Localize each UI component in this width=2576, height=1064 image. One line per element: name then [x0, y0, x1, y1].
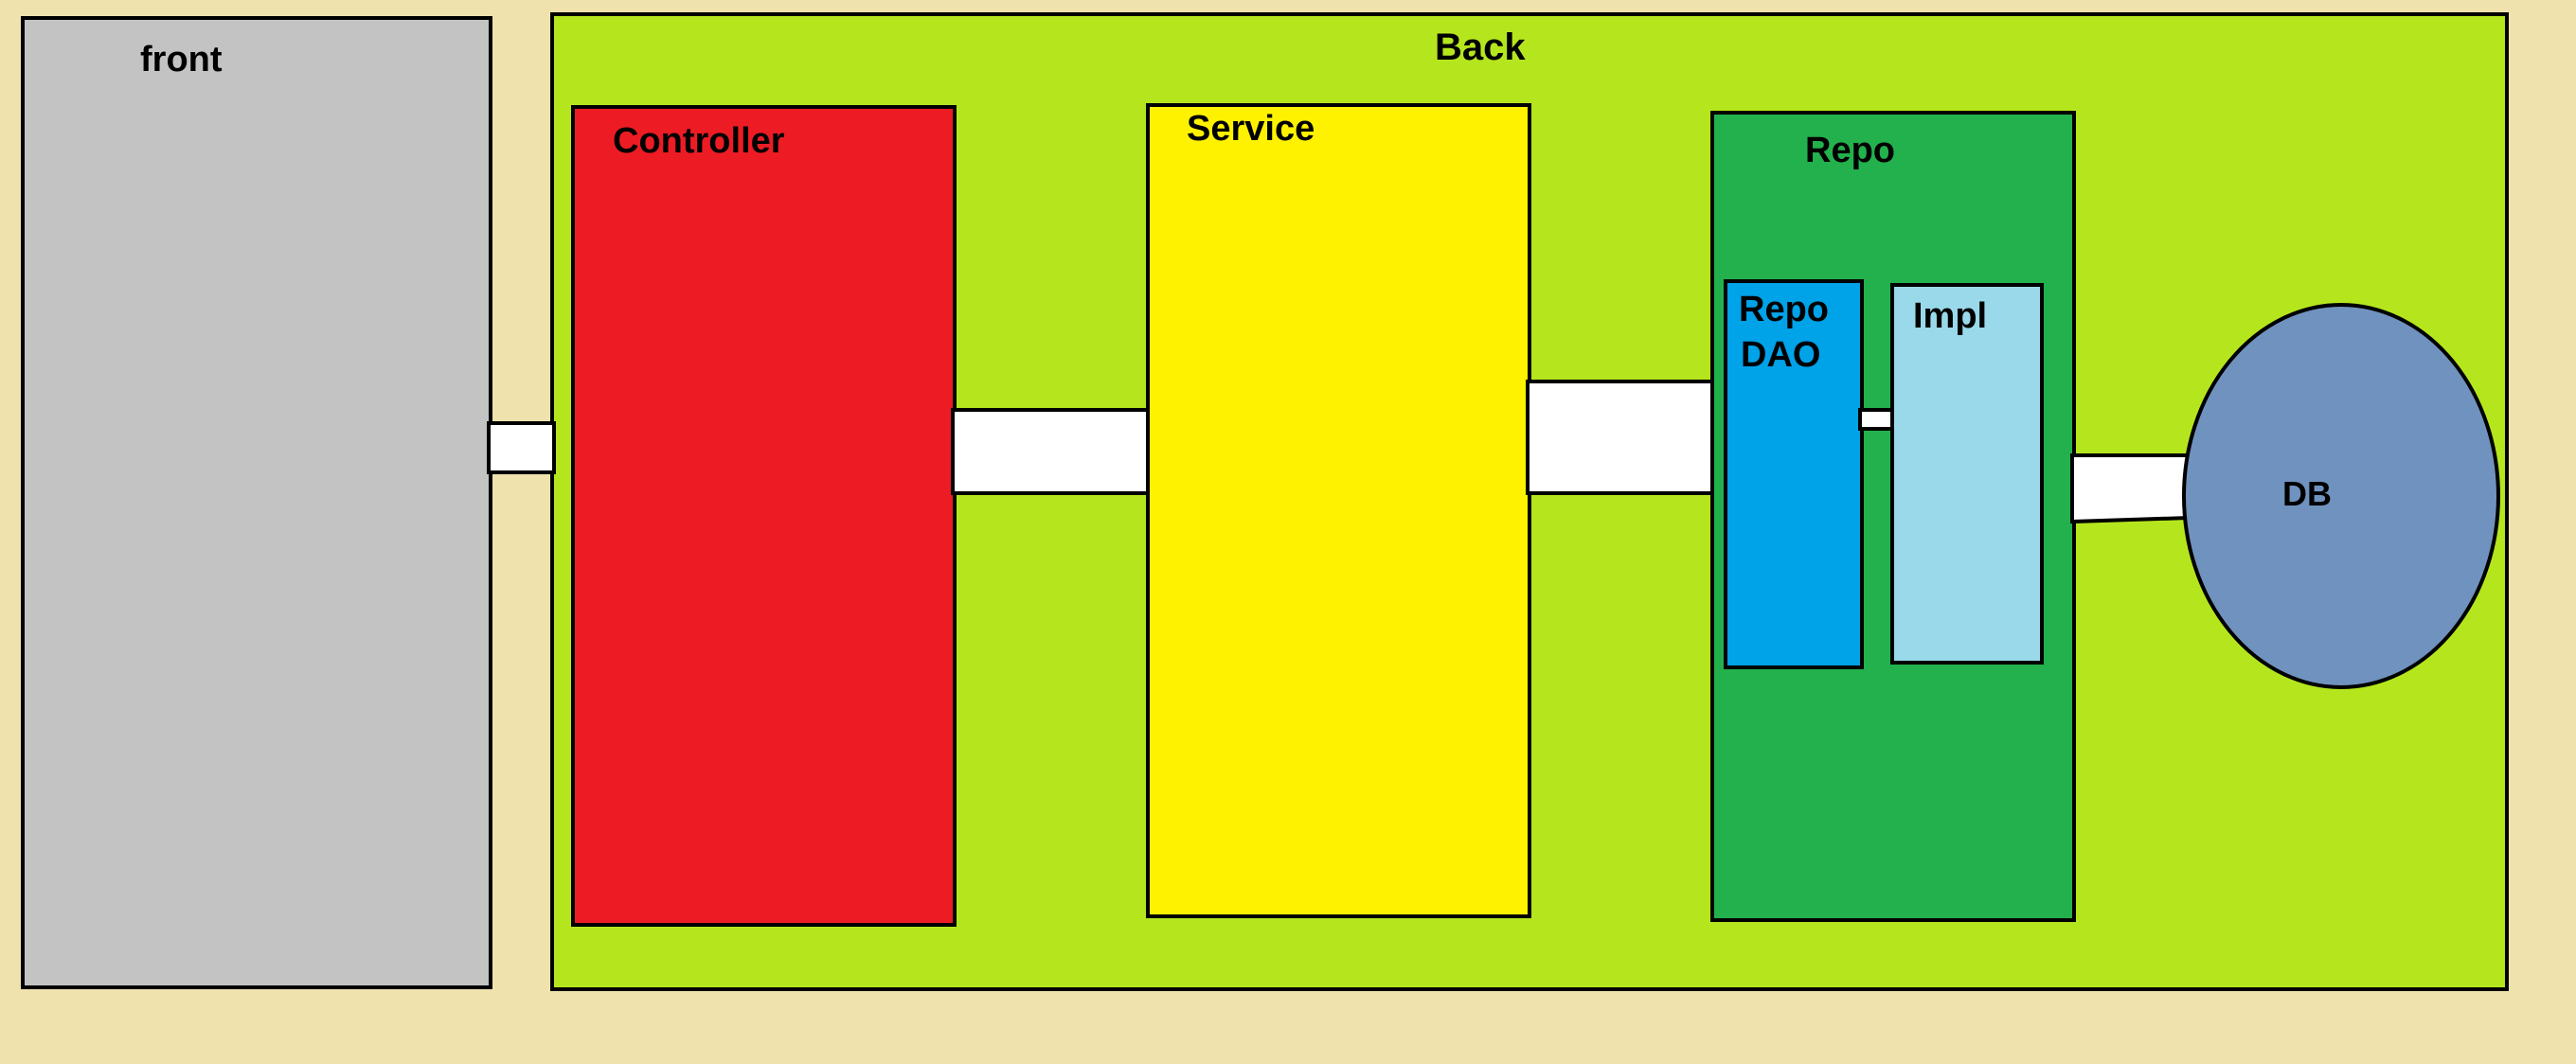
- service-box: [1146, 103, 1531, 918]
- connector-front-back: [487, 421, 556, 474]
- connector-service-repo: [1526, 380, 1718, 495]
- front-label: front: [140, 42, 223, 78]
- impl-box: [1890, 283, 2044, 665]
- connector-controller-service: [951, 408, 1154, 495]
- controller-label: Controller: [613, 123, 785, 159]
- repo-label: Repo: [1805, 133, 1895, 168]
- repo-dao-label-line1: Repo: [1739, 292, 1829, 328]
- service-label: Service: [1187, 111, 1315, 147]
- db-ellipse: [2178, 300, 2504, 692]
- controller-box: [571, 105, 957, 927]
- repo-dao-label-line2: DAO: [1741, 337, 1820, 373]
- front-panel: [21, 16, 492, 989]
- impl-label: Impl: [1913, 298, 1987, 334]
- db-label: DB: [2282, 477, 2332, 511]
- connector-repo-db: [2070, 450, 2193, 527]
- back-label: Back: [1435, 28, 1526, 66]
